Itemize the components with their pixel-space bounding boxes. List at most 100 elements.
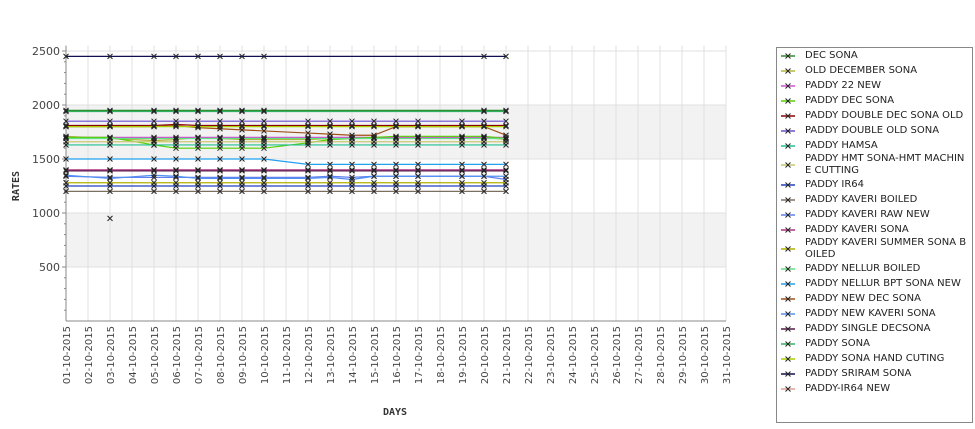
data-point xyxy=(63,108,69,115)
data-point xyxy=(107,174,113,181)
data-point xyxy=(459,122,465,129)
data-point xyxy=(393,166,399,173)
x-tick-label: 18-10-2015 xyxy=(436,326,447,384)
data-point xyxy=(393,133,399,140)
legend-label: PADDY NELLUR BPT SONA NEW xyxy=(805,277,961,289)
line-chart: 500 1000 1500 2000 2500 01-10-2015 02-10-2015 0… xyxy=(11,45,733,418)
legend-marker-icon xyxy=(781,52,795,59)
data-point xyxy=(63,134,69,141)
legend-marker-icon xyxy=(781,196,795,203)
data-point xyxy=(481,133,487,140)
data-point xyxy=(415,173,421,180)
legend-marker-icon xyxy=(781,181,795,188)
data-point xyxy=(305,135,311,142)
data-point xyxy=(107,166,113,173)
data-point xyxy=(173,168,179,174)
data-point xyxy=(503,53,509,60)
data-point xyxy=(107,53,113,60)
data-point xyxy=(217,156,223,162)
data-point xyxy=(327,166,333,173)
data-point xyxy=(239,175,245,182)
data-point xyxy=(415,134,421,141)
data-point xyxy=(503,161,509,168)
legend-item: PADDY SRIRAM SONA xyxy=(781,366,972,381)
data-point xyxy=(107,108,113,115)
x-tick-label: 16-10-2015 xyxy=(392,326,403,384)
data-point xyxy=(349,166,355,173)
data-point xyxy=(151,166,157,173)
data-point xyxy=(107,118,113,125)
data-point xyxy=(151,174,157,181)
y-tick-label: 500 xyxy=(39,261,60,274)
data-point xyxy=(305,118,311,125)
x-tick-label: 29-10-2015 xyxy=(678,326,689,384)
data-point xyxy=(459,168,465,174)
data-point xyxy=(349,188,355,195)
data-point xyxy=(151,118,157,125)
legend-marker-icon xyxy=(781,355,795,362)
x-tick-label: 05-10-2015 xyxy=(150,326,161,384)
data-point xyxy=(217,123,223,130)
data-point xyxy=(349,122,355,129)
data-point xyxy=(327,173,333,180)
x-tick-label: 20-10-2015 xyxy=(480,326,491,384)
data-point xyxy=(195,188,201,195)
data-point xyxy=(151,134,157,141)
data-point xyxy=(371,188,377,195)
y-tick-label: 2000 xyxy=(32,99,60,112)
legend-item: PADDY SINGLE DECSONA xyxy=(781,321,972,336)
x-tick-label: 02-10-2015 xyxy=(84,326,95,384)
data-point xyxy=(107,175,113,182)
data-point xyxy=(107,123,113,130)
data-point xyxy=(173,135,179,142)
legend-item: PADDY HAMSA xyxy=(781,138,972,153)
legend-marker-icon xyxy=(781,211,795,218)
data-point xyxy=(63,122,69,129)
data-point xyxy=(195,179,201,186)
data-point xyxy=(481,134,487,141)
data-point xyxy=(107,107,113,114)
data-point xyxy=(239,134,245,141)
legend-marker-icon xyxy=(781,295,795,302)
data-point xyxy=(107,188,113,195)
data-point xyxy=(261,174,267,181)
legend-label: PADDY SINGLE DECSONA xyxy=(805,322,931,334)
data-point xyxy=(217,118,223,125)
data-point xyxy=(481,179,487,186)
data-point xyxy=(217,174,223,181)
data-point xyxy=(415,166,421,173)
data-point xyxy=(327,122,333,129)
data-point xyxy=(261,179,267,186)
data-point xyxy=(217,134,223,141)
data-point xyxy=(107,215,113,222)
data-point xyxy=(173,166,179,173)
data-point xyxy=(151,188,157,195)
data-point xyxy=(173,156,179,162)
data-point xyxy=(481,118,487,125)
legend-label: PADDY NEW KAVERI SONA xyxy=(805,307,936,319)
data-point xyxy=(261,53,267,60)
data-point xyxy=(217,107,223,114)
data-point xyxy=(305,168,311,174)
legend-label: PADDY DOUBLE DEC SONA OLD xyxy=(805,109,964,121)
data-point xyxy=(415,179,421,186)
data-point xyxy=(393,134,399,141)
data-point xyxy=(261,118,267,125)
data-point xyxy=(503,122,509,129)
data-point xyxy=(349,168,355,174)
data-point xyxy=(107,135,113,142)
legend-label: PADDY KAVERI SONA xyxy=(805,223,909,235)
data-point xyxy=(195,53,201,60)
data-point xyxy=(371,132,377,139)
data-point xyxy=(371,179,377,186)
legend-marker-icon xyxy=(781,67,795,74)
legend-marker-icon xyxy=(781,142,795,149)
data-point xyxy=(393,168,399,174)
data-point xyxy=(327,131,333,138)
data-point xyxy=(173,123,179,130)
data-point xyxy=(239,53,245,60)
data-point xyxy=(151,172,157,179)
data-point xyxy=(503,118,509,125)
data-point xyxy=(481,135,487,142)
legend-item: PADDY DOUBLE OLD SONA xyxy=(781,123,972,138)
